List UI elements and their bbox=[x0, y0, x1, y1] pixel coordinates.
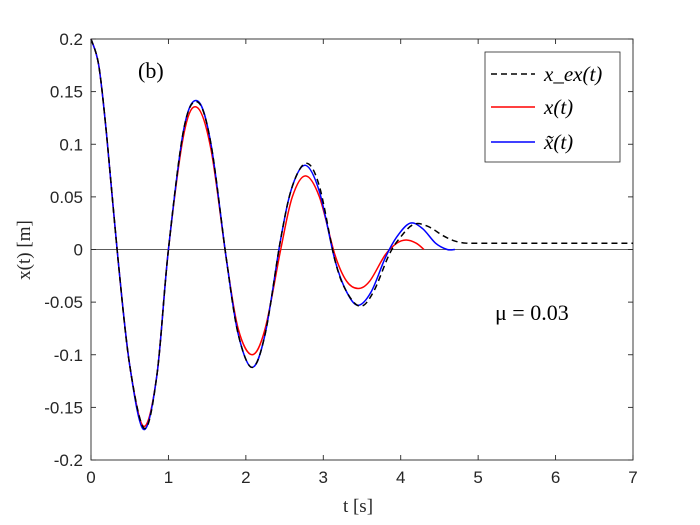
y-tick-label: -0.2 bbox=[54, 451, 83, 470]
y-tick-label: -0.15 bbox=[44, 398, 83, 417]
y-tick-label: -0.1 bbox=[54, 346, 83, 365]
y-tick-label: 0.1 bbox=[59, 135, 83, 154]
series-layer bbox=[90, 38, 633, 431]
x-tick-label: 5 bbox=[473, 468, 482, 487]
mu-annotation: μ = 0.03 bbox=[495, 300, 569, 325]
x-tick-label: 3 bbox=[319, 468, 328, 487]
y-tick-label: 0.2 bbox=[59, 30, 83, 49]
legend-label-x: x(t) bbox=[543, 95, 573, 119]
y-tick-label: 0.15 bbox=[50, 83, 83, 102]
y-tick-label: -0.05 bbox=[44, 293, 83, 312]
x-axis-label: t [s] bbox=[343, 496, 373, 517]
x-tick-label: 2 bbox=[241, 468, 250, 487]
legend-label-xtilde: x̃(t) bbox=[543, 130, 573, 154]
panel-label: (b) bbox=[138, 58, 164, 83]
legend-label-xex: x_ex(t) bbox=[543, 62, 602, 86]
series-line-xex bbox=[90, 38, 633, 430]
y-tick-label: 0 bbox=[74, 241, 83, 260]
x-tick-label: 7 bbox=[628, 468, 637, 487]
legend: x_ex(t) x(t) x̃(t) bbox=[484, 51, 621, 163]
x-tick-label: 6 bbox=[551, 468, 560, 487]
y-axis-label: x(t) [m] bbox=[14, 220, 35, 280]
y-tick-label: 0.05 bbox=[50, 188, 83, 207]
tick-layer: 0 1 2 3 4 5 6 7 0.2 0.15 0.1 0.05 0 -0.05 -0.1 -0.15 -0.… bbox=[44, 30, 637, 487]
x-tick-label: 0 bbox=[86, 468, 95, 487]
x-tick-label: 4 bbox=[396, 468, 405, 487]
x-tick-label: 1 bbox=[164, 468, 173, 487]
